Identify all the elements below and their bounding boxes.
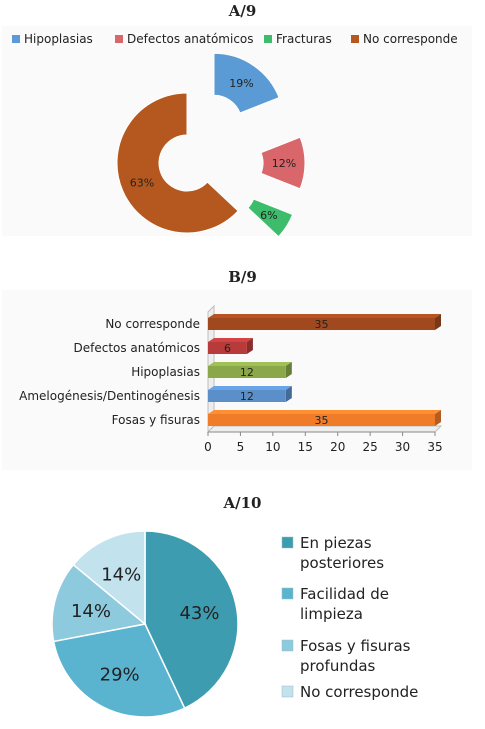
chart3-legend-swatch-no-corresponde	[281, 685, 294, 698]
chart1-slice-no-corresponde	[116, 92, 239, 234]
chart2-panel: 35 No corresponde 6 Defectos anatómicos 12 Hi…	[2, 290, 472, 470]
chart2-bar-top-amelogenesis-dentinogenesis	[208, 386, 292, 390]
chart2-category-label-no-corresponde: No corresponde	[105, 317, 200, 331]
chart2-x-tick-label-25: 25	[363, 440, 378, 454]
chart1-slice-group-defectos-anatomicos: 12%	[260, 136, 306, 190]
chart2-bar-top-hipoplasias	[208, 362, 292, 366]
chart2-bar-no-corresponde	[208, 318, 435, 330]
chart2-value-label-amelogenesis-dentinogenesis: 12	[240, 390, 254, 403]
chart2-x-tick-label-20: 20	[330, 440, 345, 454]
chart2-value-label-defectos-anatomicos: 6	[224, 342, 231, 355]
chart2-bar-side-amelogenesis-dentinogenesis	[285, 386, 292, 402]
chart1-value-label-hipoplasias: 19%	[229, 77, 253, 90]
chart1-value-label-no-corresponde: 63%	[130, 176, 154, 189]
chart1-legend-swatch-hipoplasias	[12, 35, 20, 43]
chart1-legend-label-fracturas: Fracturas	[276, 32, 332, 46]
chart2-category-label-defectos-anatomicos: Defectos anatómicos	[73, 341, 200, 355]
chart2-svg: 35 No corresponde 6 Defectos anatómicos 12 Hi…	[19, 304, 443, 454]
chart2-title: B/9	[228, 268, 257, 286]
chart2-bar-side-fosas-y-fisuras	[435, 410, 441, 426]
chart1-slice-group-no-corresponde: 63%	[116, 92, 239, 234]
chart3-legend-label-fosas-y-fisuras-profundas: Fosas y fisuras profundas	[300, 637, 411, 675]
chart3-value-label-facilidad-de-limpieza: 29%	[100, 665, 140, 686]
chart3-legend-label-facilidad-de-limpieza: Facilidad de limpieza	[300, 585, 389, 623]
chart1-panel: Hipoplasias Defectos anatómicos Fracturas N…	[2, 26, 472, 238]
chart1-value-label-fracturas: 6%	[260, 209, 277, 222]
chart1-legend-swatch-fracturas	[264, 35, 272, 43]
chart1-slice-group-fracturas: 6%	[247, 198, 294, 238]
chart3-slice-no-corresponde	[72, 530, 146, 626]
chart2-value-label-hipoplasias: 12	[240, 366, 254, 379]
chart2-bar-amelogenesis-dentinogenesis	[208, 390, 286, 402]
chart2-bar-top-no-corresponde	[208, 314, 441, 318]
chart3-value-label-en-piezas-posteriores: 43%	[179, 603, 219, 624]
chart2-bar-top-defectos-anatomicos	[208, 338, 253, 342]
chart3-legend-swatch-fosas-y-fisuras-profundas	[281, 639, 294, 652]
chart3-panel: 43% 29% 14% 14% En piezas posteriores Facilida…	[2, 520, 480, 725]
chart1-legend-label-hipoplasias: Hipoplasias	[24, 32, 93, 46]
chart1-legend-label-defectos-anatomicos: Defectos anatómicos	[127, 32, 254, 46]
chart1-slice-group-hipoplasias: 19%	[213, 52, 280, 114]
chart2-bar-side-no-corresponde	[435, 314, 441, 330]
chart1-slice-hipoplasias	[213, 52, 280, 114]
chart1-legend-swatch-no-corresponde	[351, 35, 359, 43]
chart2-category-label-amelogenesis-dentinogenesis: Amelogénesis/Dentinogénesis	[19, 389, 200, 403]
chart2-x-tick-label-15: 15	[298, 440, 313, 454]
chart3-slice-en-piezas-posteriores	[144, 530, 239, 710]
chart1-value-label-defectos-anatomicos: 12%	[272, 157, 296, 170]
chart3-legend-label-en-piezas-posteriores: En piezas posteriores	[300, 534, 384, 572]
chart2-category-label-fosas-y-fisuras: Fosas y fisuras	[112, 413, 200, 427]
chart2-category-label-hipoplasias: Hipoplasias	[131, 365, 200, 379]
chart2-x-tick-label-0: 0	[204, 440, 212, 454]
chart3-value-label-fosas-y-fisuras-profundas: 14%	[71, 601, 111, 622]
chart2-bar-side-hipoplasias	[285, 362, 292, 378]
chart3-legend-swatch-en-piezas-posteriores	[281, 536, 294, 549]
chart2-x-tick-label-35: 35	[427, 440, 442, 454]
chart1-title: A/9	[228, 2, 257, 20]
chart3-svg: 43% 29% 14% 14% En piezas posteriores Facilida…	[51, 530, 418, 718]
chart3-title: A/10	[223, 494, 262, 512]
chart3-legend-swatch-facilidad-de-limpieza	[281, 587, 294, 600]
chart1-legend-swatch-defectos-anatomicos	[115, 35, 123, 43]
chart1-slice-fracturas	[247, 198, 294, 238]
chart2-bar-fosas-y-fisuras	[208, 414, 435, 426]
chart2-x-tick-label-30: 30	[395, 440, 410, 454]
chart2-bar-side-defectos-anatomicos	[246, 338, 253, 354]
chart3-slice-facilidad-de-limpieza	[52, 623, 186, 718]
chart3-slice-fosas-y-fisuras-profundas	[51, 563, 147, 643]
chart3-legend-label-no-corresponde: No corresponde	[300, 683, 418, 701]
chart2-bar-hipoplasias	[208, 366, 286, 378]
chart1-slice-defectos-anatomicos	[260, 136, 306, 190]
chart2-bar-top-fosas-y-fisuras	[208, 410, 441, 414]
chart3-value-label-no-corresponde: 14%	[101, 565, 141, 586]
chart1-svg: Hipoplasias Defectos anatómicos Fracturas N…	[12, 32, 458, 238]
chart2-value-label-no-corresponde: 35	[315, 318, 329, 331]
chart2-x-tick-label-10: 10	[265, 440, 280, 454]
chart1-legend-label-no-corresponde: No corresponde	[363, 32, 458, 46]
chart2-bar-defectos-anatomicos	[208, 342, 247, 354]
chart2-x-tick-label-5: 5	[237, 440, 245, 454]
chart2-value-label-fosas-y-fisuras: 35	[315, 414, 329, 427]
